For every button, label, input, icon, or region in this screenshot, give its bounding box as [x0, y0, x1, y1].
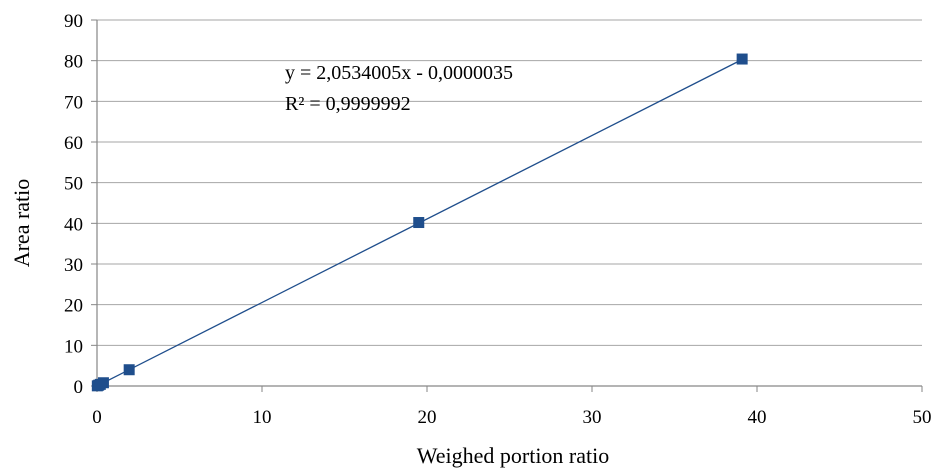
y-tick-label-60: 60: [64, 133, 83, 154]
y-tick-labels: 0 10 20 30 40 50 60 70 80 90: [64, 11, 83, 398]
data-point-5: [413, 217, 425, 229]
x-tick-label-0: 0: [92, 407, 102, 428]
trendline-r-squared: R² = 0,9999992: [285, 93, 411, 115]
y-tick-label-30: 30: [64, 255, 83, 276]
x-tick-label-30: 30: [583, 407, 602, 428]
y-tick-label-10: 10: [64, 336, 83, 357]
gridlines: [97, 19, 922, 346]
y-tick-label-0: 0: [74, 377, 84, 398]
y-tick-label-80: 80: [64, 52, 83, 73]
data-point-3: [97, 377, 109, 389]
x-axis-title: Weighed portion ratio: [417, 443, 610, 468]
x-tick-labels: 0 10 20 30 40 50: [92, 407, 931, 428]
y-tick-label-40: 40: [64, 214, 83, 235]
y-tick-label-70: 70: [64, 92, 83, 113]
y-tick-label-20: 20: [64, 296, 83, 317]
data-point-4: [123, 364, 135, 376]
trendline-equation: y = 2,0534005x - 0,0000035: [285, 62, 513, 84]
x-tick-label-20: 20: [418, 407, 437, 428]
data-point-6: [736, 53, 748, 65]
x-tick-label-50: 50: [913, 407, 932, 428]
y-tick-label-90: 90: [64, 11, 83, 32]
y-tick-label-50: 50: [64, 174, 83, 195]
data-points: [91, 53, 748, 392]
x-tick-label-10: 10: [253, 407, 272, 428]
x-tick-label-40: 40: [748, 407, 767, 428]
y-axis-title: Area ratio: [9, 179, 34, 268]
